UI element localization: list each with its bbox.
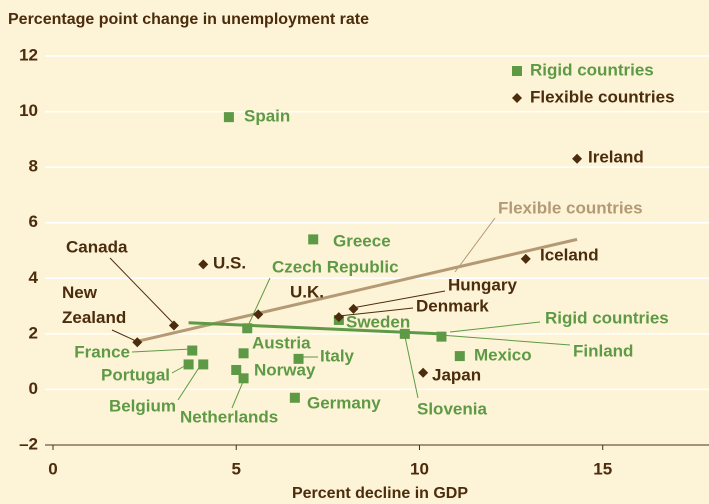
leader-line xyxy=(454,217,496,273)
point-label: Austria xyxy=(252,333,311,352)
point-label: Japan xyxy=(432,365,481,384)
point-label: Sweden xyxy=(346,312,410,331)
trend-label: Flexible countries xyxy=(498,198,643,217)
point-label: Ireland xyxy=(588,147,644,166)
point-label: France xyxy=(74,342,130,361)
point-label: Canada xyxy=(66,237,128,256)
y-tick-label: 10 xyxy=(19,101,38,120)
point-label: Hungary xyxy=(448,275,518,294)
point xyxy=(198,259,209,270)
point xyxy=(187,345,198,356)
y-tick-label: 0 xyxy=(29,379,38,398)
point-label: U.S. xyxy=(213,253,246,272)
point xyxy=(168,320,179,331)
point xyxy=(231,364,242,375)
y-tick-label: 6 xyxy=(29,212,38,231)
point xyxy=(572,153,583,164)
point-label: Norway xyxy=(254,360,316,379)
point-label: Germany xyxy=(307,393,381,412)
y-tick-label: 2 xyxy=(29,323,38,342)
leader-line xyxy=(109,257,175,325)
point xyxy=(289,392,300,403)
point xyxy=(333,312,344,323)
legend-marker xyxy=(512,93,522,103)
point xyxy=(238,373,249,384)
leader-line xyxy=(449,321,541,333)
point-label: U.K. xyxy=(290,282,324,301)
point-label: Slovenia xyxy=(417,399,487,418)
leader-line xyxy=(439,334,571,346)
point xyxy=(198,359,209,370)
y-tick-label: 4 xyxy=(29,268,39,287)
point xyxy=(454,351,465,362)
point xyxy=(242,323,253,334)
trend-line xyxy=(188,321,442,336)
leader-line xyxy=(111,329,137,342)
x-tick-label: 5 xyxy=(232,459,241,478)
x-axis-title: Percent decline in GDP xyxy=(292,485,468,502)
legend-label: Rigid countries xyxy=(530,60,654,79)
y-tick-label: 12 xyxy=(19,45,38,64)
point-label: Iceland xyxy=(540,245,599,264)
y-tick-label: –2 xyxy=(19,434,38,453)
point xyxy=(238,348,249,359)
chart-title: Percentage point change in unemployment … xyxy=(8,11,369,28)
point xyxy=(418,367,429,378)
point-label: Czech Republic xyxy=(272,257,399,276)
point xyxy=(399,328,410,339)
point-label: Belgium xyxy=(109,396,176,415)
leader-line xyxy=(246,277,271,329)
point-label: New Zealand xyxy=(62,283,126,327)
point xyxy=(293,353,304,364)
point xyxy=(308,234,319,245)
leader-line xyxy=(131,348,192,353)
point xyxy=(520,253,531,264)
point-label: Mexico xyxy=(474,345,532,364)
leader-line xyxy=(338,307,414,317)
y-tick-label: 8 xyxy=(29,157,38,176)
point-label: Denmark xyxy=(416,296,489,315)
x-tick-label: 10 xyxy=(410,459,429,478)
legend-label: Flexible countries xyxy=(530,87,675,106)
x-tick-label: 15 xyxy=(593,459,612,478)
legend-marker xyxy=(512,66,522,76)
leader-line xyxy=(177,362,203,401)
point-label: Netherlands xyxy=(180,407,278,426)
point xyxy=(183,359,194,370)
point-label: Greece xyxy=(333,231,391,250)
point-label: Portugal xyxy=(101,365,170,384)
point-label: Spain xyxy=(244,106,290,125)
point xyxy=(253,309,264,320)
point xyxy=(132,337,143,348)
point-label: Italy xyxy=(320,346,355,365)
leader-line xyxy=(403,331,419,399)
point xyxy=(348,303,359,314)
point xyxy=(223,112,234,123)
point-label: Finland xyxy=(573,341,633,360)
point xyxy=(436,331,447,342)
trend-label: Rigid countries xyxy=(545,308,669,327)
leader-line xyxy=(351,290,446,309)
x-tick-label: 0 xyxy=(48,459,57,478)
